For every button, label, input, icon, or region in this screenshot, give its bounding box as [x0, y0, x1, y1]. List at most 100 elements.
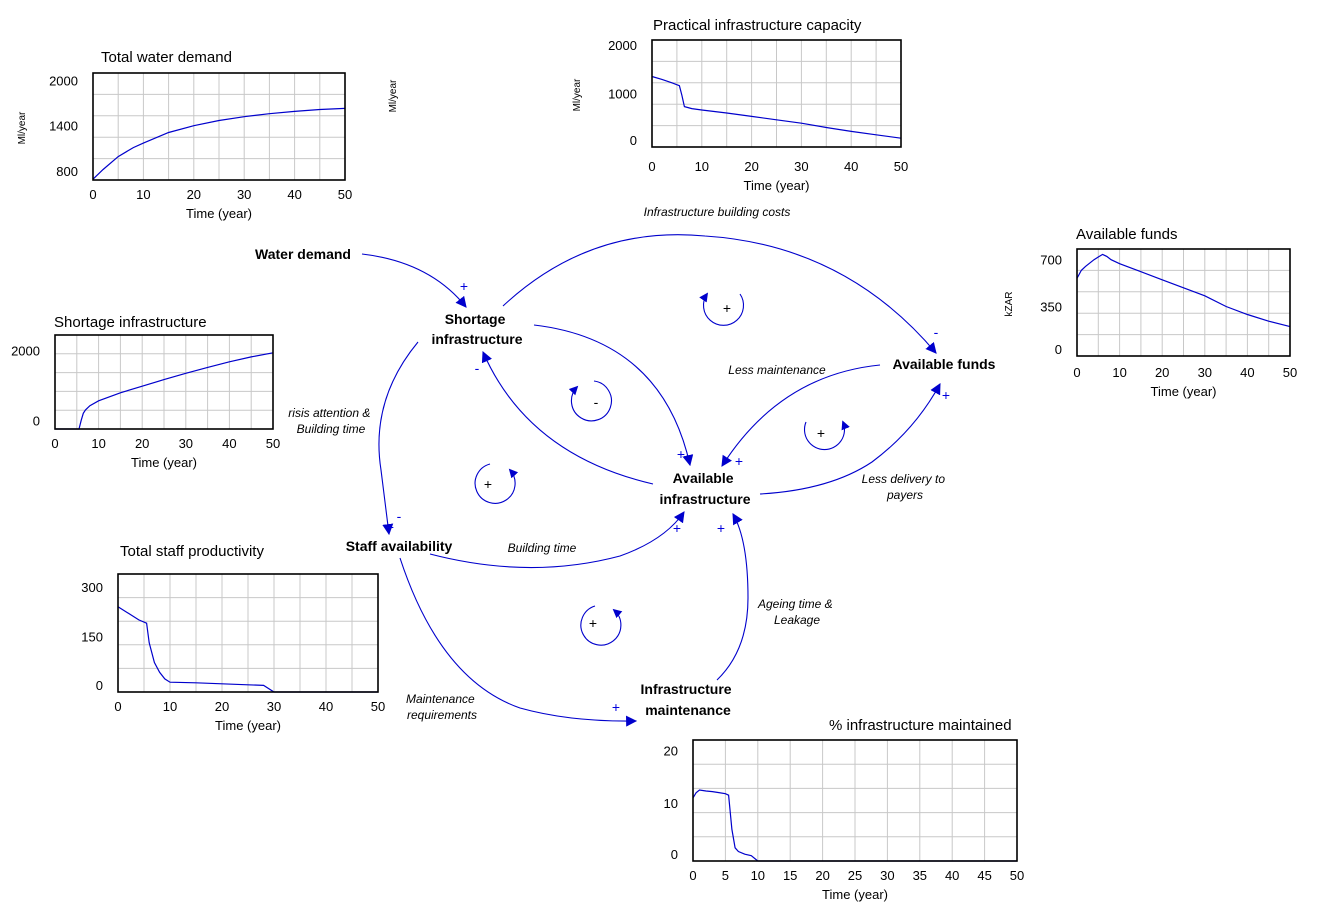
x-tick-label: 30: [267, 699, 281, 714]
y-tick-label: 2000: [11, 344, 40, 359]
x-tick-label: 15: [783, 868, 797, 883]
x-tick-label: 20: [744, 159, 758, 174]
plot-frame: [651, 39, 902, 148]
y-axis-label: Ml/year: [388, 79, 399, 112]
node-shortage-infrastructure: Shortage infrastructure: [431, 311, 522, 347]
y-tick-label: 150: [81, 629, 103, 644]
polarity-sign: +: [735, 453, 743, 469]
y-tick-label: 700: [1040, 253, 1062, 268]
x-tick-label: 20: [215, 699, 229, 714]
label-building-costs: Infrastructure building costs: [644, 205, 791, 219]
link-maintenance-to-available-infrastructure: [716, 513, 749, 681]
chart-available-funds: Available funds 0 10 20 30 40 50 700 350 0 Time (y…: [1004, 226, 1297, 399]
x-tick-label: 0: [89, 187, 96, 202]
x-tick-label: 25: [848, 868, 862, 883]
x-tick-label: 50: [894, 159, 908, 174]
x-tick-label: 20: [815, 868, 829, 883]
series-line: [692, 789, 1017, 862]
y-tick-label: 0: [96, 678, 103, 693]
label-maintenance-requirements: Maintenance requirements: [406, 692, 478, 722]
x-tick-label: 35: [913, 868, 927, 883]
label-ageing: Ageing time & Leakage: [757, 597, 836, 627]
x-tick-label: 5: [722, 868, 729, 883]
x-tick-label: 0: [648, 159, 655, 174]
loop-sign: +: [484, 476, 492, 492]
y-tick-label: 2000: [608, 38, 637, 53]
x-tick-label: 30: [794, 159, 808, 174]
series-line: [1076, 253, 1291, 328]
loop-arrow: [803, 420, 850, 451]
x-tick-label: 0: [114, 699, 121, 714]
chart-title: Available funds: [1076, 226, 1177, 243]
loop-arrow: [474, 463, 519, 504]
label-building-time: Building time: [508, 541, 577, 555]
x-tick-label: 20: [135, 436, 149, 451]
y-tick-label: 10: [664, 796, 678, 811]
plot-frame: [92, 72, 346, 181]
polarity-sign: +: [386, 519, 394, 535]
polarity-sign: +: [942, 387, 950, 403]
x-tick-label: 40: [287, 187, 301, 202]
x-tick-label: 40: [844, 159, 858, 174]
x-tick-label: 20: [187, 187, 201, 202]
link-shortage-to-available-funds: [502, 234, 937, 354]
x-axis-label: Time (year): [1151, 384, 1217, 399]
polarity-sign: -: [397, 508, 402, 524]
x-axis-label: Time (year): [744, 178, 810, 193]
x-tick-label: 50: [1283, 365, 1297, 380]
x-axis-label: Time (year): [131, 455, 197, 470]
node-available-infrastructure: Available infrastructure: [659, 470, 750, 507]
x-axis-label: Time (year): [215, 718, 281, 733]
polarity-sign: +: [612, 699, 620, 715]
y-tick-label: 20: [664, 744, 678, 759]
polarity-sign: -: [934, 324, 939, 340]
link-available-infrastructure-to-shortage: [481, 350, 654, 485]
loop-arrow: [580, 605, 623, 646]
x-tick-label: 10: [1112, 365, 1126, 380]
chart-total-water-demand: Total water demand 0 10 20 30 40 50 2000 1400 800…: [17, 49, 399, 221]
plot-frame: [1076, 248, 1291, 357]
chart-title: Total staff productivity: [120, 543, 264, 560]
chart-total-staff-productivity: Total staff productivity 0 10 20 30 40 50 300 15…: [81, 543, 385, 733]
x-tick-label: 30: [237, 187, 251, 202]
x-tick-label: 10: [136, 187, 150, 202]
series-line: [651, 75, 902, 139]
node-staff-availability: Staff availability: [346, 538, 453, 554]
y-tick-label: 1400: [49, 119, 78, 134]
x-tick-label: 0: [51, 436, 58, 451]
loop-sign: +: [589, 615, 597, 631]
x-tick-label: 10: [695, 159, 709, 174]
plot-frame: [692, 739, 1018, 862]
loop-arrow: [699, 292, 745, 326]
chart-practical-infrastructure-capacity: Practical infrastructure capacity 0 10 20 30…: [572, 17, 908, 193]
y-tick-label: 300: [81, 580, 103, 595]
link-shortage-to-available-infrastructure: [533, 324, 694, 467]
series-line: [92, 107, 346, 180]
series-line: [117, 606, 378, 693]
y-tick-label: 0: [1055, 342, 1062, 357]
polarity-sign: +: [673, 520, 681, 536]
x-tick-label: 50: [266, 436, 280, 451]
link-available-funds-to-available-infrastructure: [721, 364, 881, 467]
chart-title: Shortage infrastructure: [54, 314, 207, 331]
node-available-funds: Available funds: [893, 356, 996, 372]
y-tick-label: 0: [630, 133, 637, 148]
x-tick-label: 45: [977, 868, 991, 883]
x-tick-label: 50: [1010, 868, 1024, 883]
link-shortage-to-staff-availability: [378, 341, 419, 536]
y-axis-label: Ml/year: [17, 111, 28, 144]
x-tick-label: 10: [91, 436, 105, 451]
y-axis-label: Ml/year: [572, 78, 583, 111]
y-tick-label: 800: [56, 164, 78, 179]
node-water-demand: Water demand: [255, 246, 351, 262]
polarity-sign: +: [460, 278, 468, 294]
node-infrastructure-maintenance: Infrastructure maintenance: [641, 681, 736, 718]
loop-sign: +: [723, 300, 731, 316]
chart-title: % infrastructure maintained: [829, 717, 1012, 734]
x-axis-label: Time (year): [822, 887, 888, 902]
polarity-sign: +: [677, 446, 685, 462]
y-tick-label: 350: [1040, 300, 1062, 315]
x-tick-label: 10: [163, 699, 177, 714]
y-tick-label: 0: [671, 847, 678, 862]
polarity-sign: -: [475, 360, 480, 376]
